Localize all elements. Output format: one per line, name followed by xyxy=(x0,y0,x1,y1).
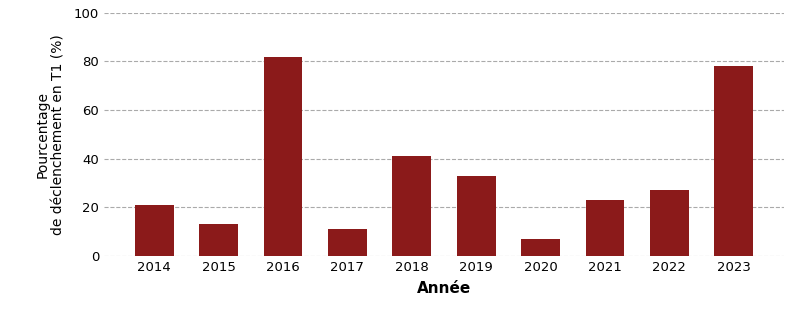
Bar xyxy=(457,176,495,256)
Bar xyxy=(714,66,753,256)
Bar xyxy=(393,156,431,256)
X-axis label: Année: Année xyxy=(417,281,471,296)
Bar xyxy=(199,224,238,256)
Bar xyxy=(328,229,366,256)
Bar xyxy=(522,239,560,256)
Bar xyxy=(135,205,174,256)
Bar xyxy=(650,190,689,256)
Bar xyxy=(264,57,302,256)
Y-axis label: Pourcentage
de déclenchement en T1 (%): Pourcentage de déclenchement en T1 (%) xyxy=(35,34,66,235)
Bar xyxy=(586,200,624,256)
